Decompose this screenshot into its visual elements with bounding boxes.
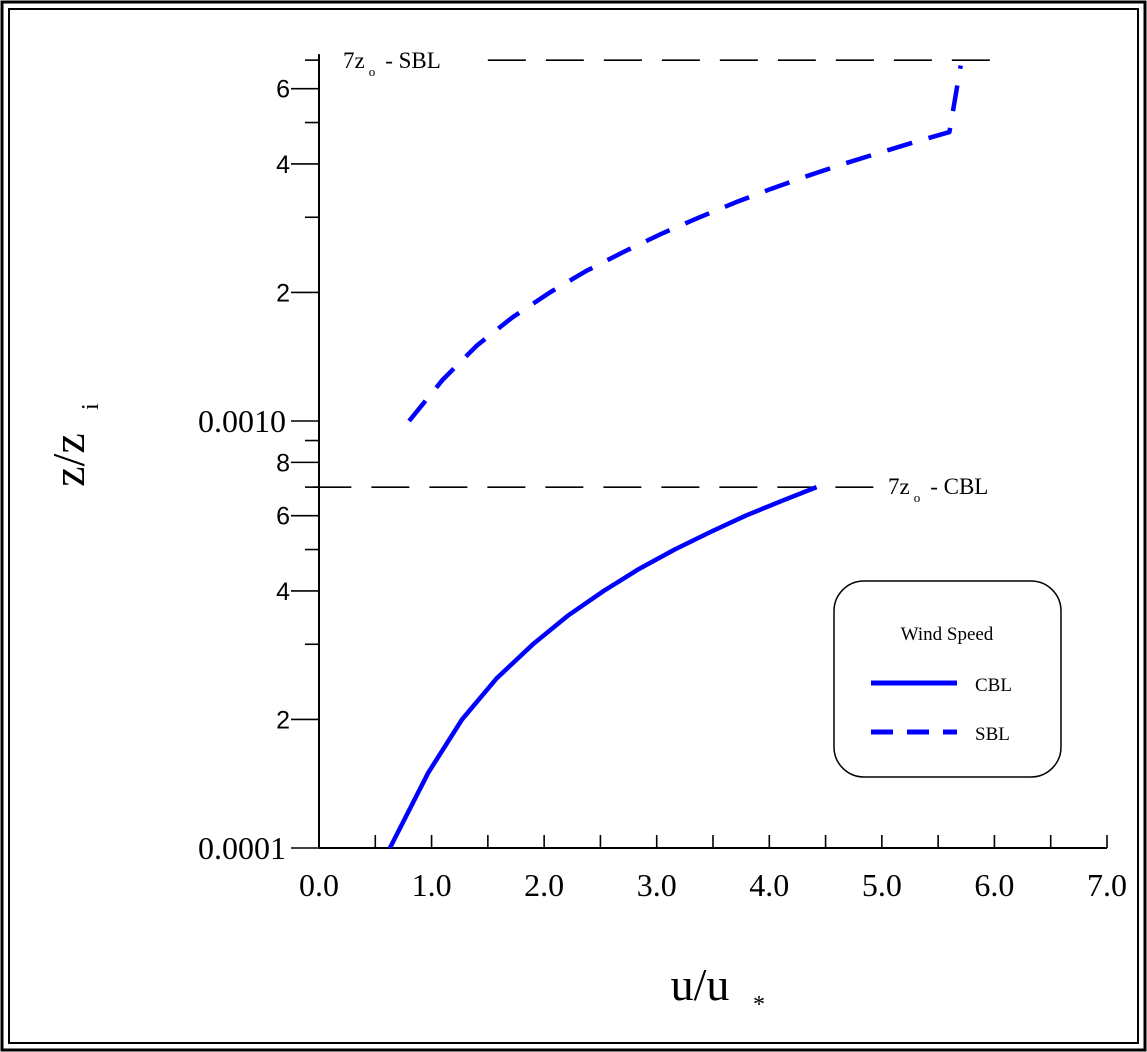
reference-lines: 7z o - SBL 7z o - CBL — [313, 48, 995, 505]
y-axis-title-main: z/z — [43, 433, 94, 487]
legend-label-cbl: CBL — [975, 675, 1012, 696]
svg-text:u/u: u/u — [671, 959, 730, 1010]
reference-label-cbl: 7z o - CBL — [888, 474, 988, 505]
y-tick-label: 2 — [276, 279, 290, 307]
x-tick-label: 0.0 — [299, 867, 339, 903]
svg-text:z/z: z/z — [43, 433, 94, 487]
x-axis-title: u/u * — [671, 959, 765, 1018]
y-tick-label: 6 — [276, 76, 290, 104]
x-tick-label: 2.0 — [524, 867, 564, 903]
x-axis-title-sub: * — [753, 992, 765, 1018]
y-tick-label: 4 — [276, 151, 290, 179]
reference-label-sbl: 7z o - SBL — [343, 48, 441, 79]
y-tick-label: 0.0001 — [198, 830, 286, 866]
x-tick-label: 6.0 — [974, 867, 1014, 903]
y-tick-label: 6 — [276, 503, 290, 531]
y-tick-label: 4 — [276, 578, 290, 606]
y-axis-title: z/z i — [43, 403, 104, 487]
inner-frame — [8, 8, 1139, 1044]
y-axis-title-sub: i — [78, 403, 104, 410]
x-tick-label: 3.0 — [637, 867, 677, 903]
x-tick-label: 5.0 — [862, 867, 902, 903]
series-line-sbl — [407, 65, 963, 423]
x-tick-label: 4.0 — [749, 867, 789, 903]
x-tick-label: 7.0 — [1087, 867, 1127, 903]
y-tick-label: 2 — [276, 706, 290, 734]
legend-label-sbl: SBL — [975, 724, 1010, 745]
series-line-cbl — [387, 485, 818, 850]
y-tick-label: 8 — [276, 449, 290, 477]
series-layer — [387, 65, 963, 850]
x-axis-title-main: u/u — [671, 959, 730, 1010]
legend-box — [833, 580, 1062, 778]
ticks: 0.0 1.0 2.0 3.0 4.0 5.0 6.0 7.0 0.0001 2 4 6 8 0.0010… — [198, 59, 1127, 903]
legend: Wind Speed CBL SBL — [833, 580, 1062, 778]
x-tick-label: 1.0 — [412, 867, 452, 903]
y-tick-label: 0.0010 — [198, 403, 286, 439]
legend-title: Wind Speed — [901, 624, 994, 645]
